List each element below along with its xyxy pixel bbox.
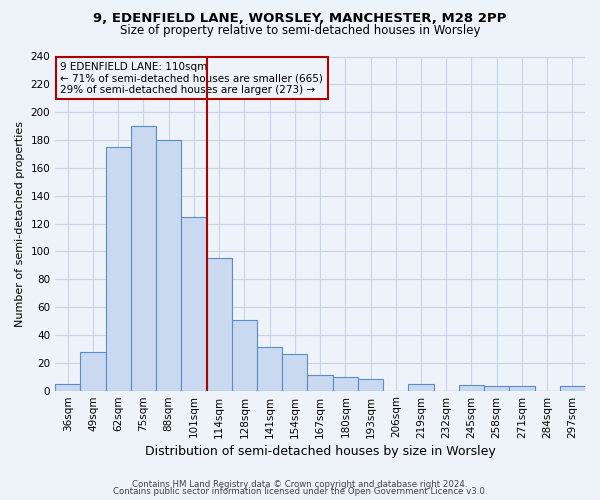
Y-axis label: Number of semi-detached properties: Number of semi-detached properties: [15, 120, 25, 326]
Bar: [484, 386, 509, 390]
Text: 9 EDENFIELD LANE: 110sqm
← 71% of semi-detached houses are smaller (665)
29% of : 9 EDENFIELD LANE: 110sqm ← 71% of semi-d…: [61, 62, 323, 94]
X-axis label: Distribution of semi-detached houses by size in Worsley: Distribution of semi-detached houses by …: [145, 444, 496, 458]
Bar: [181, 216, 206, 390]
Bar: [156, 140, 181, 390]
Bar: [358, 380, 383, 390]
Bar: [459, 385, 484, 390]
Bar: [307, 376, 332, 390]
Bar: [106, 147, 131, 390]
Text: 9, EDENFIELD LANE, WORSLEY, MANCHESTER, M28 2PP: 9, EDENFIELD LANE, WORSLEY, MANCHESTER, …: [94, 12, 506, 26]
Bar: [282, 354, 307, 390]
Bar: [232, 320, 257, 390]
Text: Size of property relative to semi-detached houses in Worsley: Size of property relative to semi-detach…: [120, 24, 480, 37]
Bar: [131, 126, 156, 390]
Bar: [560, 386, 585, 390]
Text: Contains HM Land Registry data © Crown copyright and database right 2024.: Contains HM Land Registry data © Crown c…: [132, 480, 468, 489]
Bar: [80, 352, 106, 391]
Bar: [206, 258, 232, 390]
Bar: [509, 386, 535, 390]
Bar: [332, 376, 358, 390]
Bar: [55, 384, 80, 390]
Text: Contains public sector information licensed under the Open Government Licence v3: Contains public sector information licen…: [113, 487, 487, 496]
Bar: [409, 384, 434, 390]
Bar: [257, 348, 282, 391]
